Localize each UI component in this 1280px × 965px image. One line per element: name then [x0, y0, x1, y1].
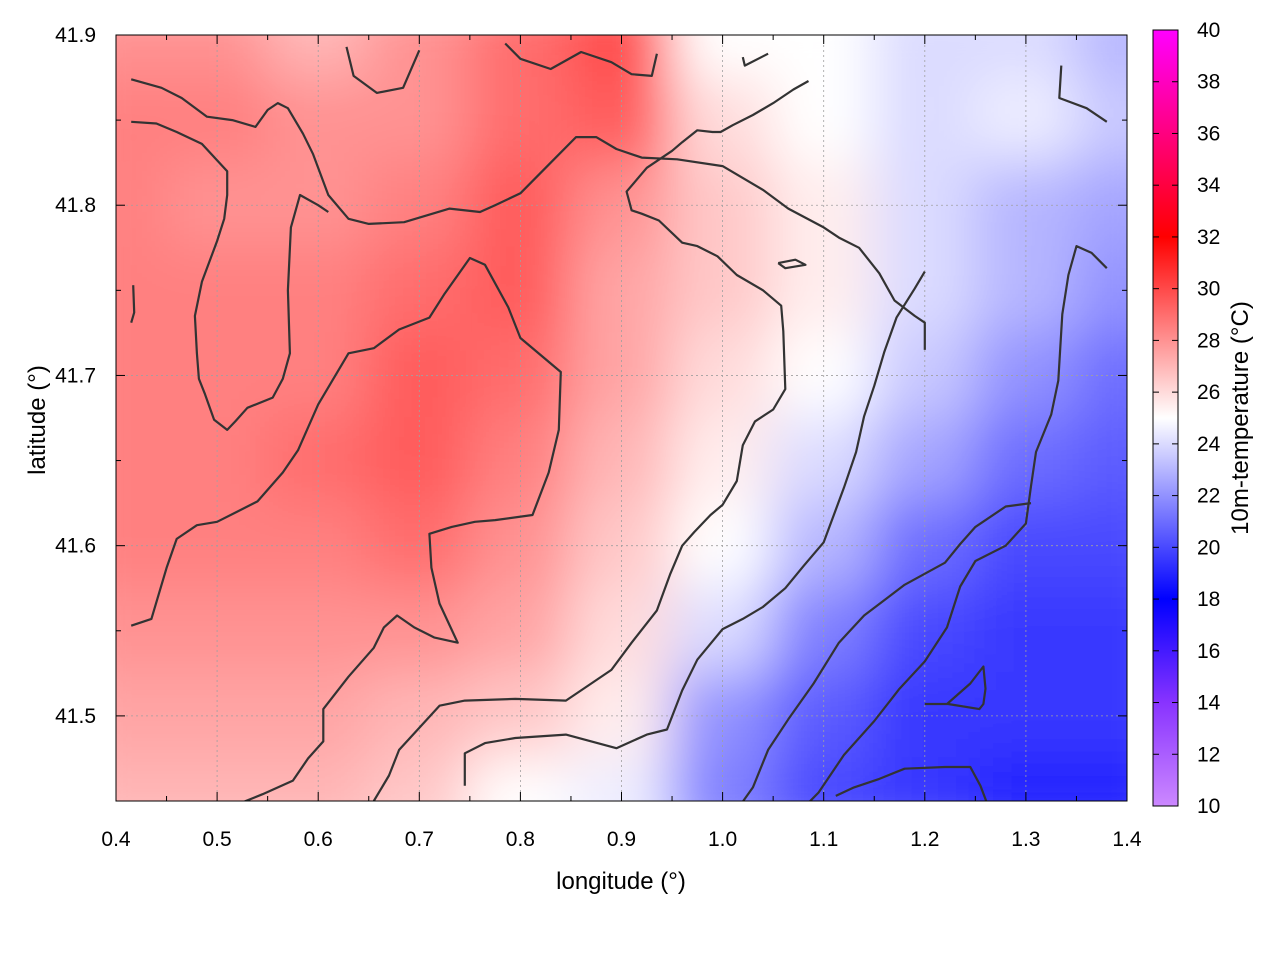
contour-F [131, 120, 329, 431]
field-cell [1075, 76, 1127, 164]
colorbar-gradient [1152, 29, 1179, 807]
contour-C [504, 42, 658, 78]
colorbar-tick-label: 12 [1197, 743, 1220, 766]
contour-B [345, 46, 421, 95]
grid [116, 35, 1127, 801]
x-tick-label: 0.8 [506, 828, 535, 851]
y-axis-label: latitude (°) [24, 365, 51, 475]
contour-N [835, 765, 988, 801]
x-tick-label: 1.1 [809, 828, 838, 851]
contour-D [741, 52, 769, 67]
contour-lines [130, 42, 1108, 801]
colorbar-tick-label: 38 [1197, 71, 1220, 94]
colorbar-tick-label: 16 [1197, 640, 1220, 663]
colorbar: 10 12 14 16 18 20 22 24 26 28 30 32 34 36 38 40 10m-tem… [1152, 19, 1254, 818]
field-cell [116, 76, 168, 164]
colorbar-tick-label: 24 [1197, 433, 1221, 456]
y-tick-label: 41.9 [55, 24, 96, 47]
contour-K [808, 245, 1108, 801]
contour-M [924, 665, 987, 711]
colorbar-tick-label: 18 [1197, 588, 1220, 611]
x-tick-label: 1.3 [1011, 828, 1040, 851]
field-cell [116, 587, 168, 675]
field-cell [1075, 35, 1127, 79]
field-cell [1075, 417, 1127, 505]
x-tick-label: 0.7 [405, 828, 434, 851]
x-tick-label: 0.4 [101, 828, 131, 851]
contour-H [130, 256, 562, 801]
colorbar-tick-label: 14 [1197, 692, 1221, 715]
x-tick-label: 1.4 [1112, 828, 1142, 851]
field-cell [1075, 757, 1127, 801]
x-tick-label: 0.5 [202, 828, 231, 851]
colorbar-tick-label: 28 [1197, 329, 1220, 352]
colorbar-label: 10m-temperature (°C) [1227, 301, 1254, 535]
colorbar-tick-label: 10 [1197, 795, 1220, 818]
colorbar-tick-label: 22 [1197, 485, 1220, 508]
colorbar-tick-label: 40 [1197, 19, 1220, 42]
contour-O [777, 258, 807, 270]
colorbar-tick-label: 30 [1197, 278, 1220, 301]
colorbar-tick-label: 26 [1197, 381, 1220, 404]
contour-J [463, 271, 926, 786]
colorbar-tick-label: 20 [1197, 536, 1220, 559]
colorbar-tick-label: 32 [1197, 226, 1220, 249]
x-tick-label: 0.6 [304, 828, 333, 851]
x-tick-label: 1.0 [708, 828, 737, 851]
y-tick-label: 41.6 [55, 535, 96, 558]
colorbar-tick-label: 36 [1197, 122, 1220, 145]
contour-I [372, 80, 810, 801]
y-tick-label: 41.8 [55, 194, 96, 217]
field-cell [116, 417, 168, 505]
axis-ticks: 0.4 0.5 0.6 0.7 0.8 0.9 1.0 1.1 1.2 1.3 1.4 41.5 41.… [55, 24, 1142, 851]
contour-G [130, 285, 136, 324]
field-cell [116, 35, 168, 79]
field-cell [116, 757, 168, 801]
x-axis-label: longitude (°) [556, 868, 686, 895]
contour-A [130, 78, 926, 350]
colorbar-ticks: 10 12 14 16 18 20 22 24 26 28 30 32 34 36 38 40 [1153, 19, 1221, 818]
contour-L [741, 502, 1032, 801]
y-tick-label: 41.5 [55, 705, 96, 728]
x-tick-label: 0.9 [607, 828, 636, 851]
colorbar-tick-label: 34 [1197, 174, 1221, 197]
field-cell [1075, 587, 1127, 675]
x-tick-label: 1.2 [910, 828, 939, 851]
y-tick-label: 41.7 [55, 364, 96, 387]
contour-E [1058, 65, 1108, 123]
field-cell [116, 246, 168, 334]
